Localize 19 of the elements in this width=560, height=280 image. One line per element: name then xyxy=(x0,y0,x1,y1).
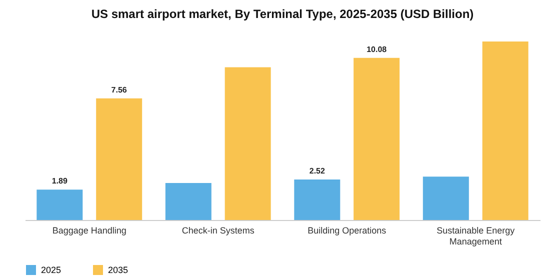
bar xyxy=(224,67,271,220)
x-tick-label: Baggage Handling xyxy=(52,226,126,236)
data-label: 2.52 xyxy=(309,166,326,176)
bar xyxy=(165,183,212,220)
data-label: 1.89 xyxy=(52,176,68,186)
bar xyxy=(294,179,340,220)
bar xyxy=(482,41,528,220)
bar xyxy=(354,58,400,220)
x-tick-label: Building Operations xyxy=(308,226,387,236)
chart-title: US smart airport market, By Terminal Type, 2025-2035 (USD Billion) xyxy=(91,7,474,21)
x-tick-label: Sustainable Energy Management xyxy=(436,226,516,246)
data-label: 7.56 xyxy=(111,85,128,94)
bar xyxy=(96,98,142,220)
legend-label: 2035 xyxy=(108,265,128,275)
x-tick-label: Check-in Systems xyxy=(182,226,255,236)
data-label: 10.08 xyxy=(366,44,388,54)
legend-label: 2025 xyxy=(41,265,62,275)
bar xyxy=(422,176,469,220)
bar xyxy=(36,190,83,220)
